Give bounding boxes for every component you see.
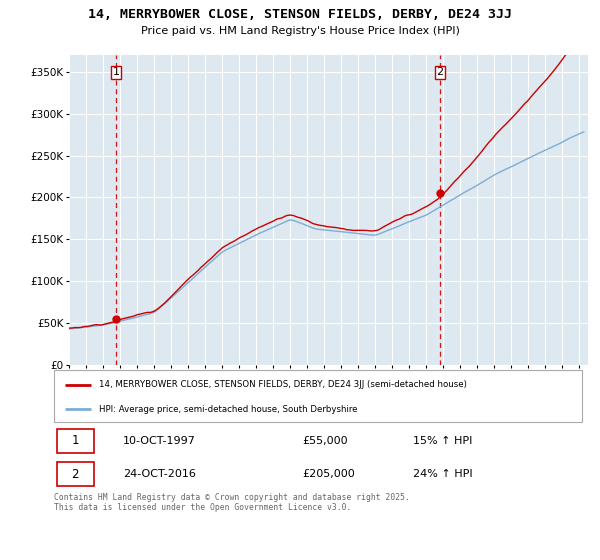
FancyBboxPatch shape bbox=[56, 429, 94, 452]
Text: £205,000: £205,000 bbox=[302, 469, 355, 479]
FancyBboxPatch shape bbox=[56, 462, 94, 486]
Text: 10-OCT-1997: 10-OCT-1997 bbox=[122, 436, 196, 446]
Text: £55,000: £55,000 bbox=[302, 436, 348, 446]
Text: 1: 1 bbox=[71, 435, 79, 447]
Text: 15% ↑ HPI: 15% ↑ HPI bbox=[413, 436, 472, 446]
Text: Price paid vs. HM Land Registry's House Price Index (HPI): Price paid vs. HM Land Registry's House … bbox=[140, 26, 460, 36]
Text: 24% ↑ HPI: 24% ↑ HPI bbox=[413, 469, 473, 479]
Text: 1: 1 bbox=[112, 67, 119, 77]
Text: 24-OCT-2016: 24-OCT-2016 bbox=[122, 469, 196, 479]
Text: 2: 2 bbox=[71, 468, 79, 480]
Text: 2: 2 bbox=[437, 67, 443, 77]
FancyBboxPatch shape bbox=[54, 370, 582, 422]
Text: Contains HM Land Registry data © Crown copyright and database right 2025.
This d: Contains HM Land Registry data © Crown c… bbox=[54, 493, 410, 512]
Text: 14, MERRYBOWER CLOSE, STENSON FIELDS, DERBY, DE24 3JJ (semi-detached house): 14, MERRYBOWER CLOSE, STENSON FIELDS, DE… bbox=[99, 380, 467, 389]
Text: 14, MERRYBOWER CLOSE, STENSON FIELDS, DERBY, DE24 3JJ: 14, MERRYBOWER CLOSE, STENSON FIELDS, DE… bbox=[88, 8, 512, 21]
Text: HPI: Average price, semi-detached house, South Derbyshire: HPI: Average price, semi-detached house,… bbox=[99, 404, 358, 413]
